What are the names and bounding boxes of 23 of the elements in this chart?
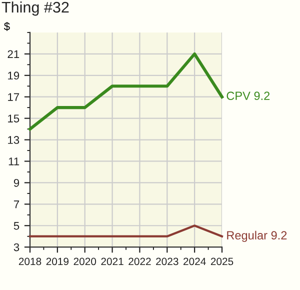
x-tick-label: 2022 bbox=[128, 258, 151, 266]
chart-title: Thing #32 bbox=[2, 1, 69, 16]
line-series bbox=[28, 52, 224, 131]
x-tick-label: 2018 bbox=[18, 258, 42, 266]
y-tick-label: 9 bbox=[14, 178, 20, 187]
x-tick-label: 2025 bbox=[210, 258, 234, 266]
x-tick-label: 2019 bbox=[46, 258, 69, 266]
x-tick-label: 2020 bbox=[74, 258, 96, 266]
y-tick-label: 13 bbox=[8, 136, 20, 144]
y-tick-label: 3 bbox=[14, 243, 20, 252]
x-tick-label: 2024 bbox=[184, 258, 206, 266]
x-tick-label: 2021 bbox=[101, 258, 124, 266]
series-label: Regular 9.2 bbox=[227, 230, 287, 242]
series-label: CPV 9.2 bbox=[226, 92, 270, 100]
y-tick-label: 19 bbox=[8, 72, 20, 80]
y-tick-label: 7 bbox=[14, 200, 20, 208]
y-tick-label: 17 bbox=[8, 93, 20, 101]
y-tick-label: 11 bbox=[8, 158, 20, 166]
y-axis-title: $ bbox=[4, 22, 10, 31]
x-tick-label: 2023 bbox=[156, 258, 178, 266]
y-tick-label: 15 bbox=[8, 114, 20, 122]
y-tick-label: 5 bbox=[14, 222, 20, 230]
y-tick-label: 21 bbox=[8, 50, 20, 58]
